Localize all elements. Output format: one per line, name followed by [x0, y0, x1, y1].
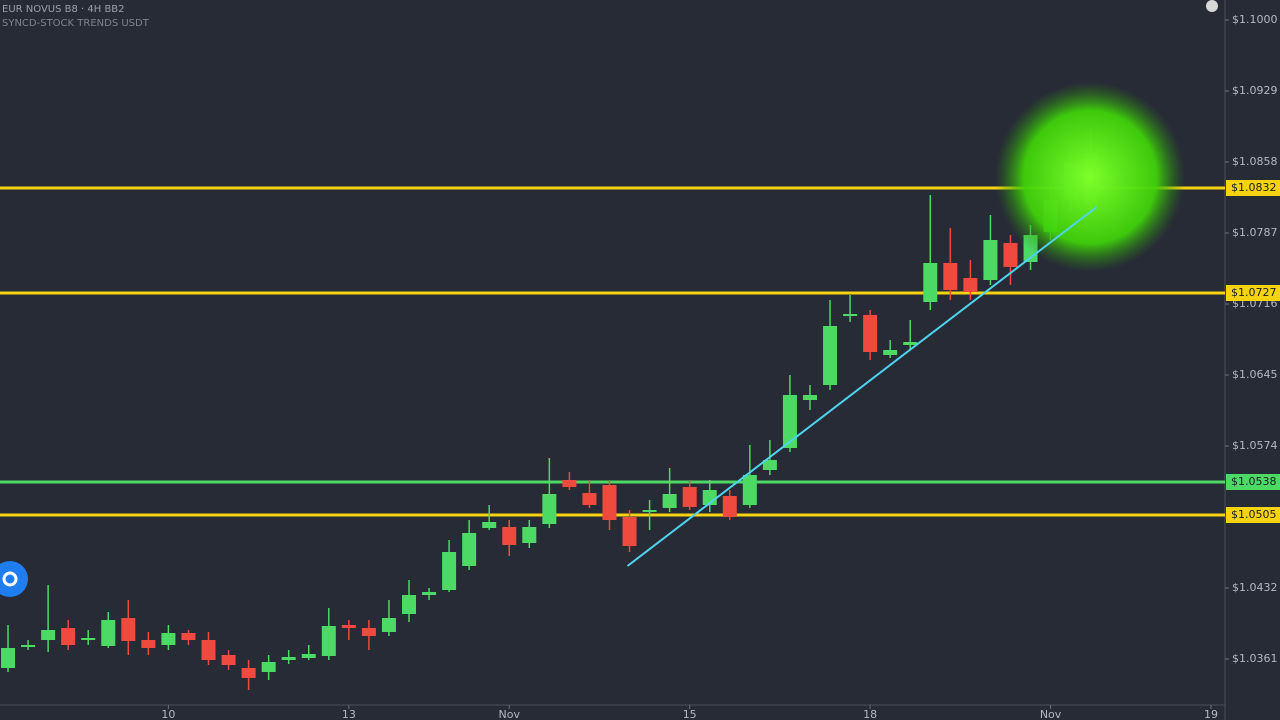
- candle-body: [181, 633, 196, 640]
- settings-icon[interactable]: [1206, 0, 1218, 12]
- candle-body: [201, 640, 216, 660]
- level-tag: [1226, 285, 1280, 301]
- indicator-subtitle: SYNCD-STOCK TRENDS USDT: [2, 18, 150, 29]
- candle-body: [823, 326, 838, 385]
- x-tick-label: 13: [342, 708, 356, 720]
- level-tag: [1226, 180, 1280, 196]
- candle-body: [161, 633, 176, 645]
- candle-body: [863, 315, 878, 352]
- candle-body: [61, 628, 76, 645]
- x-tick-label: 10: [161, 708, 175, 720]
- candle-body: [381, 618, 396, 632]
- candle-body: [722, 496, 737, 517]
- symbol-title: EUR NOVUS B8 · 4H BB2: [2, 4, 125, 15]
- candle-body: [221, 655, 236, 665]
- candle-body: [602, 485, 617, 520]
- candle-body: [622, 517, 637, 546]
- level-label: $1.0727: [1231, 286, 1277, 299]
- trendline: [626, 206, 1098, 567]
- candle-body: [361, 628, 376, 636]
- candle-body: [883, 350, 898, 355]
- y-tick-label: $1.1000: [1232, 13, 1278, 26]
- candle-body: [482, 522, 497, 528]
- candle-body: [1003, 243, 1018, 267]
- candle-body: [462, 533, 477, 566]
- candle-body: [21, 645, 36, 647]
- candle-body: [141, 640, 156, 648]
- x-tick-label: 19: [1204, 708, 1218, 720]
- candle-body: [261, 662, 276, 672]
- highlight-glow: [995, 82, 1185, 272]
- y-tick-label: $1.0432: [1232, 581, 1278, 594]
- candle-body: [923, 263, 938, 302]
- x-tick-label: 18: [863, 708, 877, 720]
- level-label: $1.0505: [1231, 508, 1277, 521]
- candle-body: [41, 630, 56, 640]
- candle-body: [281, 657, 296, 660]
- candle-body: [762, 460, 777, 470]
- candle-body: [542, 494, 557, 524]
- level-tag: [1226, 474, 1280, 490]
- y-tick-label: $1.0645: [1232, 368, 1278, 381]
- candle-body: [642, 510, 657, 512]
- x-tick-label: 15: [683, 708, 697, 720]
- candle-body: [341, 625, 356, 628]
- candle-body: [802, 395, 817, 400]
- candle-body: [522, 527, 537, 543]
- x-tick-label: Nov: [1040, 708, 1062, 720]
- candle-body: [502, 527, 517, 545]
- candle-body: [662, 494, 677, 508]
- x-tick-label: Nov: [499, 708, 521, 720]
- candle-body: [402, 595, 417, 614]
- scroll-button-icon[interactable]: [2, 571, 18, 587]
- candle-body: [682, 487, 697, 507]
- candle-body: [943, 263, 958, 290]
- candle-body: [1, 648, 16, 668]
- candle-body: [582, 493, 597, 505]
- y-tick-label: $1.0858: [1232, 155, 1278, 168]
- candle-body: [121, 618, 136, 641]
- candle-body: [562, 480, 577, 487]
- level-tag: [1226, 507, 1280, 523]
- scroll-button-circle[interactable]: [0, 561, 28, 597]
- candle-body: [963, 278, 978, 292]
- candle-body: [442, 552, 457, 590]
- y-tick-label: $1.0574: [1232, 439, 1278, 452]
- candle-body: [903, 342, 918, 345]
- candle-body: [101, 620, 116, 646]
- candle-body: [321, 626, 336, 656]
- y-tick-label: $1.0361: [1232, 652, 1278, 665]
- candle-body: [81, 638, 96, 640]
- candle-body: [983, 240, 998, 280]
- candle-body: [843, 314, 858, 316]
- scroll-button[interactable]: [0, 561, 28, 597]
- candle-body: [241, 668, 256, 678]
- level-label: $1.0538: [1231, 475, 1277, 488]
- level-label: $1.0832: [1231, 181, 1277, 194]
- candle-body: [422, 592, 437, 595]
- candle-body: [742, 475, 757, 505]
- y-tick-label: $1.0787: [1232, 226, 1278, 239]
- y-tick-label: $1.0929: [1232, 84, 1278, 97]
- candle-body: [782, 395, 797, 448]
- candle-body: [301, 654, 316, 658]
